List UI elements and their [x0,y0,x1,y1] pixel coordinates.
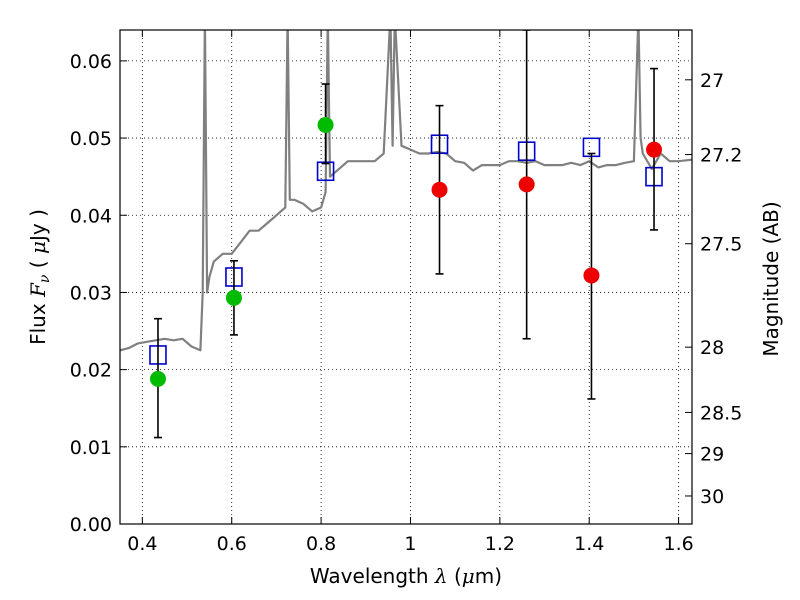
y2-tick-label: 27.5 [700,234,742,256]
x-tick-label: 1.2 [485,533,515,555]
x-tick-label: 1 [404,533,416,555]
photometry-point [646,141,663,158]
y-tick-label: 0.04 [70,205,112,227]
y-tick-label: 0.02 [70,360,112,382]
y-axis-label: Flux Fν ( μJy ) [26,209,53,345]
photometry-point [583,267,600,284]
photometry-point [317,116,334,133]
photometry-point [149,370,166,387]
model-spectrum-line [120,30,692,352]
x-tick-label: 1.6 [663,533,693,555]
photometry-point [431,181,448,198]
x-axis-label-text: Wavelength [310,564,435,588]
data-marks [120,30,692,439]
photometry-point [518,176,535,193]
x-tick-label: 0.6 [217,533,247,555]
y-tick-label: 0.01 [70,437,112,459]
x-tick-label: 0.4 [127,533,157,555]
photometry-point [225,289,242,306]
y2-tick-label: 28.5 [700,402,742,424]
y2-tick-label: 29 [700,444,724,466]
y-tick-label: 0.00 [70,514,112,536]
x-tick-label: 0.8 [306,533,336,555]
y2-axis-label: Magnitude (AB) [759,201,783,356]
plot-area [120,30,692,439]
y2-tick-label: 28 [700,337,724,359]
y2-tick-label: 27.2 [700,145,742,167]
plot-frame [119,29,693,525]
y-tick-label: 0.06 [70,51,112,73]
x-axis-label: Wavelength λ (μm) [310,564,502,588]
y2-tick-label: 30 [700,486,724,508]
y2-tick-label: 27 [700,70,724,92]
axis-ticks [120,30,692,525]
y-tick-label: 0.03 [70,282,112,304]
y-tick-label: 0.05 [70,128,112,150]
tick-labels: 0.4 0.6 0.8 1 1.2 1.4 1.6 0.00 0.01 0.02 0.03 0.04 0… [70,51,743,555]
x-tick-label: 1.4 [574,533,604,555]
